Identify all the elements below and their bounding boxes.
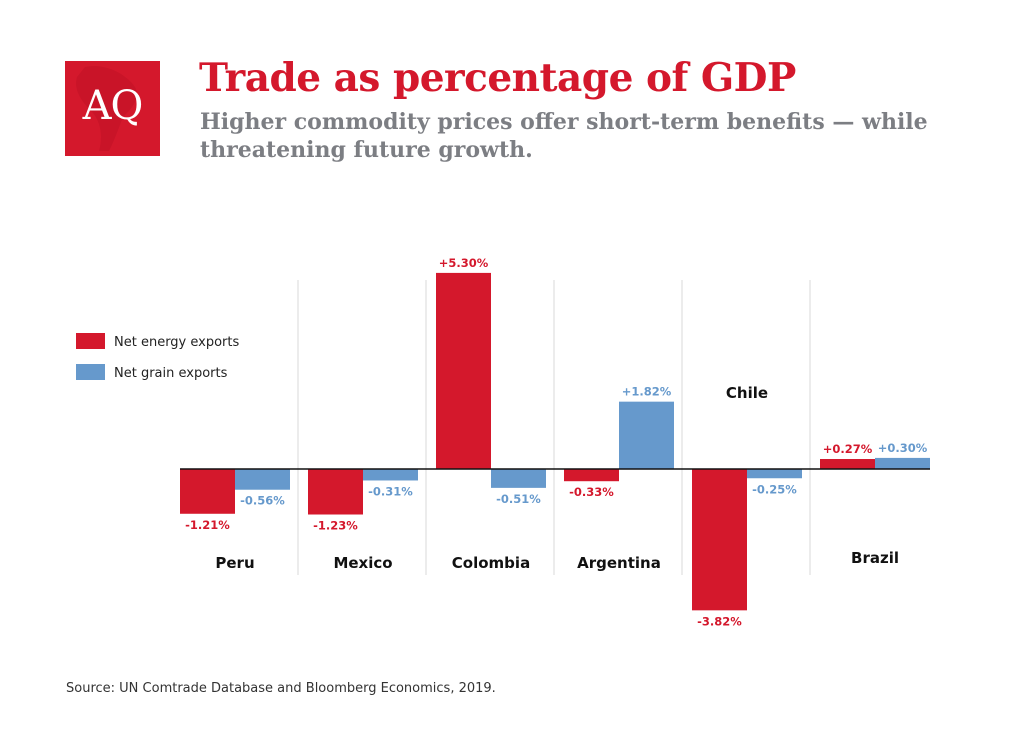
data-label-net-grain-exports-chile: -0.25%	[752, 482, 797, 496]
bar-net-energy-exports-brazil	[820, 459, 875, 469]
bar-net-grain-exports-brazil	[875, 457, 930, 469]
category-label-chile: Chile	[726, 384, 768, 402]
category-label-mexico: Mexico	[333, 554, 392, 572]
bar-net-grain-exports-peru	[235, 469, 290, 490]
bar-net-grain-exports-mexico	[363, 469, 418, 481]
aq-logo: AQ	[65, 61, 160, 156]
data-label-net-energy-exports-argentina: -0.33%	[569, 485, 614, 499]
legend-label-net-grain-exports: Net grain exports	[114, 366, 228, 381]
bar-net-grain-exports-argentina	[619, 401, 674, 469]
page-subtitle: Higher commodity prices offer short-term…	[200, 109, 928, 163]
bar-net-energy-exports-colombia	[436, 272, 491, 469]
data-label-net-energy-exports-brazil: +0.27%	[823, 442, 873, 456]
data-label-net-energy-exports-peru: -1.21%	[185, 518, 230, 532]
data-label-net-energy-exports-colombia: +5.30%	[439, 256, 489, 270]
data-label-net-grain-exports-colombia: -0.51%	[496, 492, 541, 506]
legend-swatch-net-energy-exports	[76, 333, 105, 349]
bar-net-energy-exports-peru	[180, 469, 235, 514]
bar-net-grain-exports-colombia	[491, 469, 546, 488]
data-label-net-grain-exports-argentina: +1.82%	[622, 385, 672, 399]
logo-text: AQ	[82, 83, 144, 129]
legend-label-net-energy-exports: Net energy exports	[114, 335, 239, 350]
category-label-peru: Peru	[215, 554, 254, 572]
legend-swatch-net-grain-exports	[76, 364, 105, 380]
data-label-net-grain-exports-brazil: +0.30%	[878, 441, 928, 455]
category-label-argentina: Argentina	[577, 554, 661, 572]
bar-net-energy-exports-argentina	[564, 469, 619, 482]
category-label-brazil: Brazil	[851, 549, 899, 567]
map-watermark-icon	[76, 66, 137, 151]
data-label-net-energy-exports-chile: -3.82%	[697, 614, 742, 628]
data-label-net-grain-exports-peru: -0.56%	[240, 494, 285, 508]
data-label-net-grain-exports-mexico: -0.31%	[368, 484, 413, 498]
bar-net-grain-exports-chile	[747, 469, 802, 479]
data-label-net-energy-exports-mexico: -1.23%	[313, 519, 358, 533]
page-title: Trade as percentage of GDP	[199, 55, 796, 101]
category-label-colombia: Colombia	[452, 554, 530, 572]
bar-net-energy-exports-chile	[692, 469, 747, 611]
source-note: Source: UN Comtrade Database and Bloombe…	[66, 681, 496, 696]
bar-net-energy-exports-mexico	[308, 469, 363, 515]
